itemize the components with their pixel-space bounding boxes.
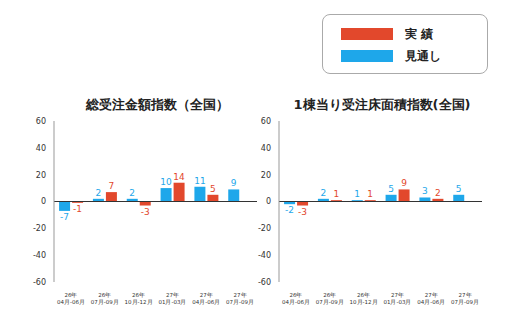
svg-text:-7: -7 — [60, 212, 69, 222]
svg-text:26年: 26年 — [132, 292, 145, 298]
svg-text:5: 5 — [210, 184, 216, 194]
svg-text:5: 5 — [456, 184, 462, 194]
svg-text:26年: 26年 — [289, 292, 302, 298]
svg-text:10月-12月: 10月-12月 — [125, 299, 153, 305]
svg-text:10: 10 — [160, 177, 172, 187]
svg-text:20: 20 — [261, 171, 271, 180]
svg-text:-20: -20 — [33, 224, 46, 233]
html-text:総受注金額指数（全国）: 総受注金額指数（全国） — [85, 97, 229, 112]
svg-text:01月-03月: 01月-03月 — [158, 299, 186, 305]
svg-text:60: 60 — [36, 117, 46, 126]
svg-text:07月-09月: 07月-09月 — [226, 299, 254, 305]
svg-text:1: 1 — [367, 189, 373, 199]
svg-text:-40: -40 — [33, 251, 46, 260]
svg-text:2: 2 — [96, 188, 102, 198]
svg-text:2: 2 — [321, 188, 327, 198]
svg-text:0: 0 — [266, 197, 271, 206]
svg-text:3: 3 — [422, 186, 428, 196]
svg-text:-1: -1 — [73, 204, 82, 214]
svg-text:2: 2 — [129, 188, 135, 198]
html-text:実 績: 実 績 — [405, 26, 434, 41]
svg-text:20: 20 — [36, 171, 46, 180]
html-text:1棟当り受注床面積指数(全国): 1棟当り受注床面積指数(全国) — [293, 97, 471, 112]
svg-text:26年: 26年 — [98, 292, 111, 298]
svg-text:27年: 27年 — [425, 292, 438, 298]
svg-text:11: 11 — [194, 176, 205, 186]
svg-text:10月-12月: 10月-12月 — [350, 299, 378, 305]
html-text:見通し: 見通し — [405, 48, 441, 63]
svg-text:26年: 26年 — [323, 292, 336, 298]
svg-text:1: 1 — [354, 189, 360, 199]
svg-text:07月-09月: 07月-09月 — [316, 299, 344, 305]
svg-text:2: 2 — [435, 188, 441, 198]
svg-text:5: 5 — [388, 184, 394, 194]
svg-text:26年: 26年 — [357, 292, 370, 298]
svg-text:14: 14 — [173, 172, 185, 182]
svg-text:04月-06月: 04月-06月 — [192, 299, 220, 305]
svg-text:01月-03月: 01月-03月 — [383, 299, 411, 305]
svg-text:9: 9 — [401, 178, 407, 188]
svg-text:9: 9 — [231, 178, 237, 188]
svg-text:26年: 26年 — [64, 292, 77, 298]
svg-text:27年: 27年 — [459, 292, 472, 298]
svg-text:-20: -20 — [258, 224, 271, 233]
svg-text:-60: -60 — [33, 278, 46, 287]
svg-text:60: 60 — [261, 117, 271, 126]
svg-text:-3: -3 — [298, 207, 307, 217]
svg-text:-60: -60 — [258, 278, 271, 287]
svg-text:1: 1 — [334, 189, 340, 199]
svg-text:-2: -2 — [285, 205, 294, 215]
svg-text:27年: 27年 — [200, 292, 213, 298]
svg-text:27年: 27年 — [234, 292, 247, 298]
svg-text:04月-06月: 04月-06月 — [282, 299, 310, 305]
svg-text:07月-09月: 07月-09月 — [91, 299, 119, 305]
svg-text:7: 7 — [109, 181, 115, 191]
svg-text:-3: -3 — [141, 207, 150, 217]
svg-text:27年: 27年 — [166, 292, 179, 298]
svg-text:27年: 27年 — [391, 292, 404, 298]
svg-text:04月-06月: 04月-06月 — [417, 299, 445, 305]
svg-text:0: 0 — [41, 197, 46, 206]
svg-text:40: 40 — [36, 144, 46, 153]
svg-text:40: 40 — [261, 144, 271, 153]
svg-text:07月-09月: 07月-09月 — [451, 299, 479, 305]
svg-text:04月-06月: 04月-06月 — [57, 299, 85, 305]
svg-text:-40: -40 — [258, 251, 271, 260]
